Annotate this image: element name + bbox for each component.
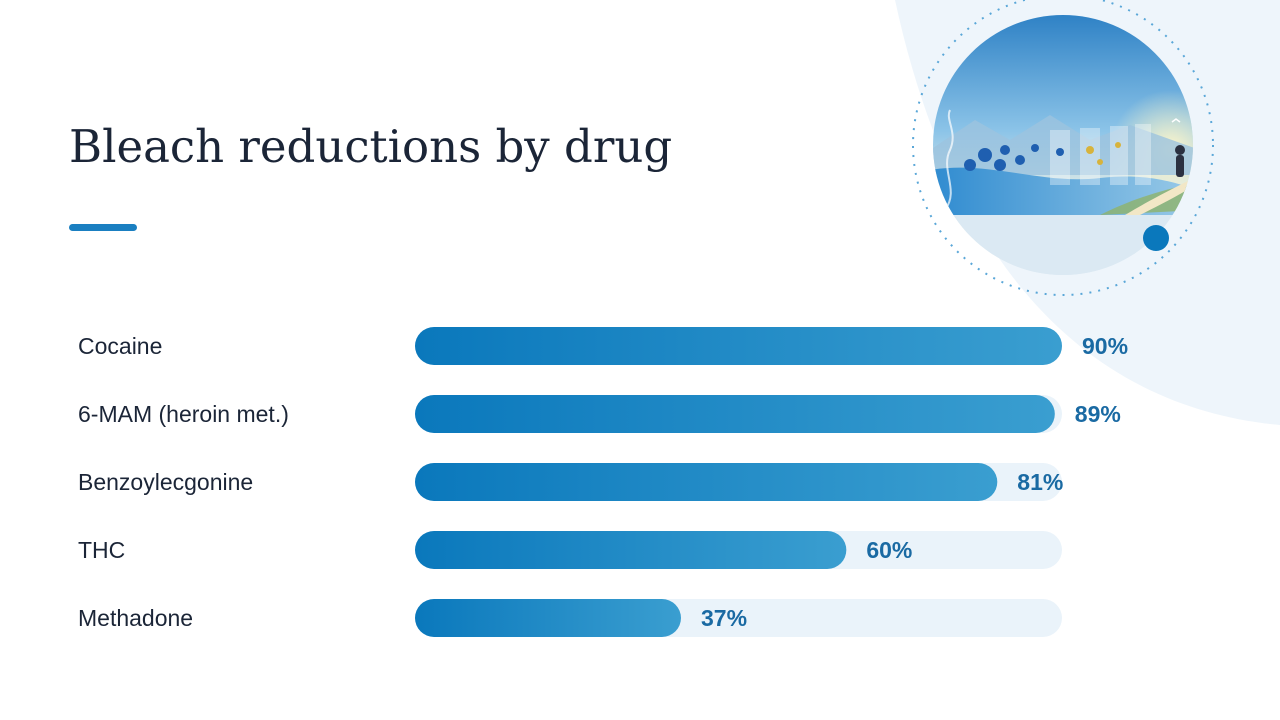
bar xyxy=(415,599,681,637)
value-label: 89% xyxy=(1075,401,1121,427)
category-label: Methadone xyxy=(78,605,193,631)
category-label: Cocaine xyxy=(78,333,162,359)
bar xyxy=(415,463,998,501)
category-label: THC xyxy=(78,537,125,563)
title-accent-rule xyxy=(69,224,137,231)
value-label: 90% xyxy=(1082,333,1128,359)
bar xyxy=(415,327,1062,365)
category-label: Benzoylecgonine xyxy=(78,469,253,495)
page-title: Bleach reductions by drug xyxy=(69,120,673,173)
bar-chart: Cocaine 90% 6-MAM (heroin met.) 89% Benzoyle… xyxy=(78,327,1128,637)
molecules-illustration-icon xyxy=(912,0,1214,296)
value-label: 60% xyxy=(866,537,912,563)
category-label: 6-MAM (heroin met.) xyxy=(78,401,289,427)
bar xyxy=(415,395,1055,433)
value-label: 37% xyxy=(701,605,747,631)
bar xyxy=(415,531,847,569)
value-label: 81% xyxy=(1017,469,1063,495)
